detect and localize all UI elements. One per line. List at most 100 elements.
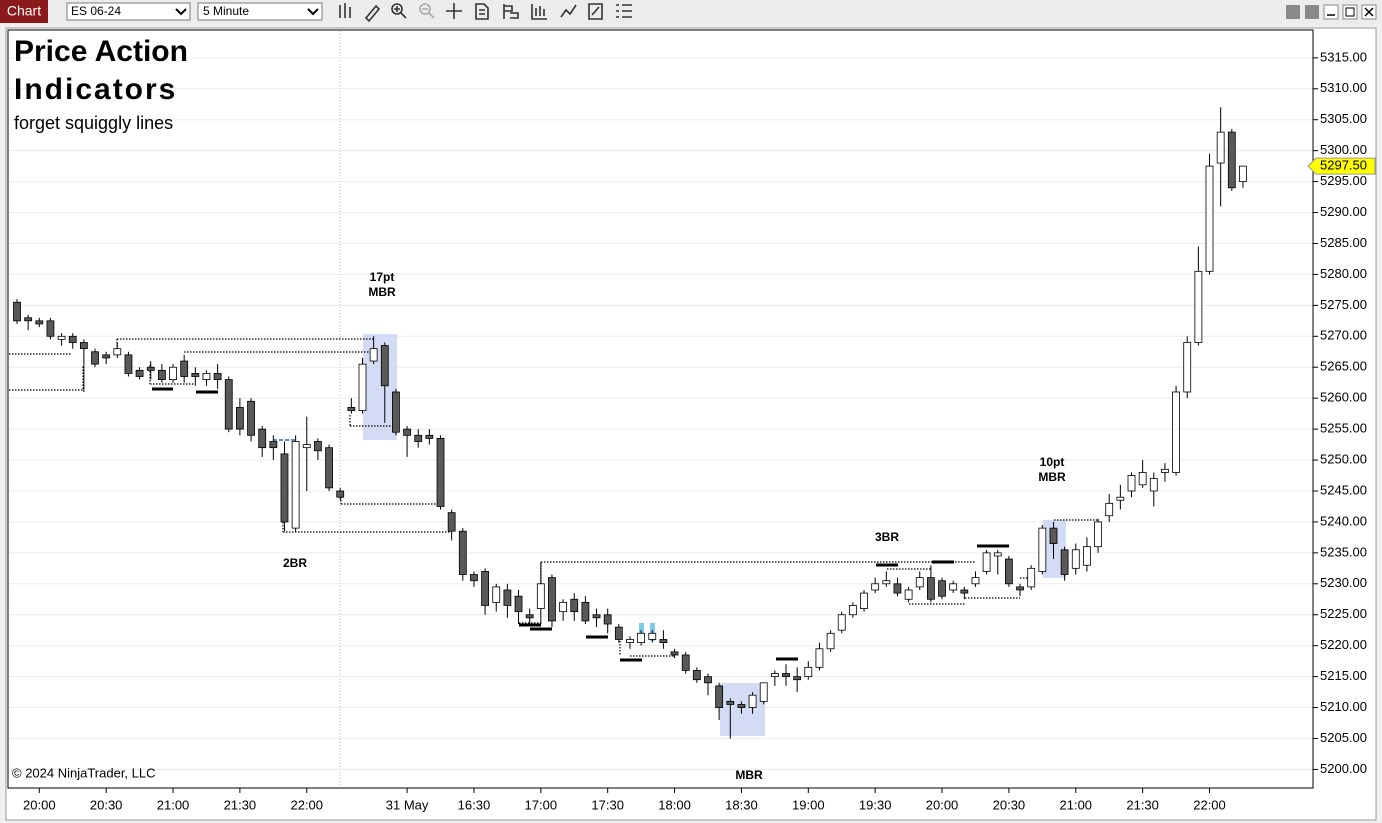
title: Price Action [14,35,188,68]
candle-body [926,577,935,600]
candle-body [169,366,177,381]
interval-label: 5 Minute [203,4,249,18]
candle-body [79,342,88,350]
candle-body [737,704,746,708]
plot-area [7,29,1314,789]
candle-body [960,589,969,594]
candle-body [637,632,646,643]
candle-body [46,320,55,337]
candle-body [68,335,77,343]
candle-body [492,586,501,603]
x-tick-label: 16:30 [458,797,491,812]
candle-body [291,441,300,529]
candle-body [715,685,724,708]
candle-body [392,391,400,433]
candle-body [481,571,489,606]
level-lines [9,338,1098,662]
window-buttons[interactable] [1286,4,1377,20]
candle-body [893,583,902,594]
candle-body [1138,472,1147,486]
candle-body [1105,502,1114,517]
x-tick-label: 21:30 [1126,797,1159,812]
candle-body [91,351,99,365]
candle-body [871,583,880,591]
candle-body [1049,527,1058,544]
candle-body [13,301,21,322]
candle-body [325,447,333,489]
y-tick-label: 5270.00 [1320,328,1367,343]
candle-body [336,490,345,498]
candle-body [280,453,289,523]
annotation: MBR [1038,470,1066,484]
candle-body [1216,131,1225,164]
y-tick-label: 5305.00 [1320,111,1367,126]
annotation: MBR [735,768,763,782]
candle-body [102,354,111,359]
candle-body [804,666,813,678]
candle-body [982,552,991,572]
x-tick-label: 20:30 [90,797,123,812]
y-tick-label: 5295.00 [1320,173,1367,188]
x-tick-label: 20:30 [993,797,1026,812]
candle-body [826,632,835,650]
candle-body [1038,527,1047,572]
candle-body [614,626,623,640]
candle-body [247,400,255,436]
annotation: 2BR [283,556,307,570]
candle-body [403,428,411,436]
y-tick-label: 5260.00 [1320,390,1367,405]
last-price-label: 5297.50 [1320,158,1367,173]
y-tick-label: 5240.00 [1320,513,1367,528]
y-tick-label: 5310.00 [1320,80,1367,95]
candle-body [860,592,868,609]
copyright: © 2024 NinjaTrader, LLC [12,765,156,780]
y-tick-label: 5280.00 [1320,266,1367,281]
candle-body [993,552,1002,557]
y-tick-label: 5250.00 [1320,451,1367,466]
candle-body [815,648,824,668]
candle-body [670,651,679,656]
candle-body [1016,586,1024,591]
candle-body [971,577,980,585]
y-tick-label: 5225.00 [1320,606,1367,621]
candle-body [1083,546,1091,566]
y-tick-label: 5200.00 [1320,761,1367,776]
candle-body [1071,549,1080,569]
candle-body [1127,475,1136,492]
instrument-select[interactable] [66,2,191,21]
candle-body [1227,131,1236,189]
candle-body [704,676,712,684]
x-tick-label: 22:00 [290,797,323,812]
annotation: 3BR [875,530,899,544]
candle-body [692,670,701,681]
candle-body [135,369,144,377]
candle-body [302,444,311,449]
candle-body [314,441,322,452]
instrument-label: ES 06-24 [71,4,121,18]
candle-body [35,320,44,325]
candle-body [470,574,478,582]
candle-body [224,379,233,430]
annotation: 10pt [1040,455,1065,469]
y-tick-label: 5300.00 [1320,142,1367,157]
candle-body [882,580,891,585]
y-tick-label: 5290.00 [1320,204,1367,219]
dropdown-arrow [307,8,319,16]
toolbar-icons[interactable] [339,3,632,23]
candle-body [837,614,846,631]
candle-body [1239,165,1247,183]
candle-body [380,345,389,387]
candle-body [1161,468,1169,473]
candle-body [425,434,434,439]
x-tick-label: 19:00 [792,797,825,812]
candle-body [1205,165,1214,272]
candle-body [581,601,590,622]
candle-body [525,614,534,619]
candle-body [269,441,278,449]
candle-body [436,437,445,507]
candle-body [559,601,568,613]
candle-body [414,434,423,442]
candle-body [603,614,612,625]
interval-select[interactable] [197,2,323,21]
chart-tab[interactable] [0,0,48,23]
